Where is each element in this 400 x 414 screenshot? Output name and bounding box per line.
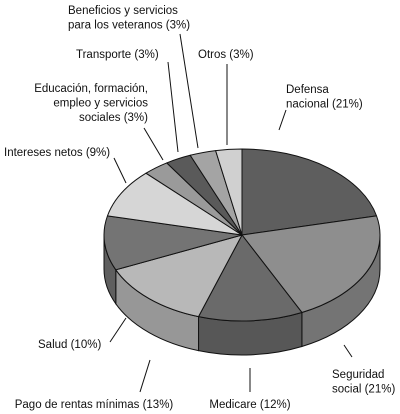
leader-line-1 — [343, 344, 353, 358]
pie-top-slices — [103, 148, 381, 322]
slice-label-line: sociales (3%) — [79, 112, 148, 124]
slice-label-line: Intereses netos (9%) — [4, 147, 110, 159]
slice-label-6: Educación, formación, empleo y servicios s… — [34, 83, 148, 124]
slice-label-5: Intereses netos (9%) — [4, 147, 110, 159]
leader-lines — [109, 33, 353, 393]
slice-label-line: Medicare (12%) — [209, 399, 290, 411]
pie-slice-1 — [241, 215, 381, 313]
leader-line-8 — [179, 33, 199, 149]
leader-line-5 — [113, 157, 127, 184]
pie-slice-9 — [215, 148, 243, 236]
pie-slice-3 — [115, 234, 243, 318]
leader-line-0 — [278, 109, 287, 131]
slice-label-7: Transporte (3%) — [76, 49, 159, 61]
slice-label-line: social (21%) — [332, 384, 395, 396]
pie-slice-0 — [241, 148, 378, 236]
leader-line-7 — [167, 61, 179, 153]
slice-label-line: Transporte (3%) — [76, 49, 159, 61]
pie-slice-2 — [198, 234, 303, 322]
leader-line-4 — [109, 317, 127, 343]
slice-label-line: Educación, formación, — [34, 83, 148, 95]
pie-slice-5 — [106, 172, 243, 236]
pie-slice-4 — [103, 215, 243, 271]
slice-label-line: nacional (21%) — [286, 99, 363, 111]
pie-sides — [103, 234, 381, 356]
slice-label-line: Beneficios y servicios — [68, 5, 178, 17]
slice-label-line: Defensa — [286, 84, 329, 96]
slice-label-9: Otros (3%) — [198, 49, 254, 61]
slice-label-4: Salud (10%) — [38, 339, 101, 351]
slice-label-8: Beneficios y servicios para los veteranos… — [68, 5, 190, 32]
slice-label-line: empleo y servicios — [53, 98, 148, 110]
slice-label-3: Pago de rentas mínimas (13%) — [15, 399, 174, 411]
slice-label-line: Salud (10%) — [38, 339, 101, 351]
slice-label-1: Seguridad social (21%) — [332, 369, 395, 396]
leader-line-6 — [143, 127, 164, 161]
slice-label-line: Otros (3%) — [198, 49, 254, 61]
slice-label-2: Medicare (12%) — [209, 399, 290, 411]
slice-label-0: Defensa nacional (21%) — [286, 84, 363, 111]
slice-label-line: Seguridad — [332, 369, 384, 381]
slice-labels: Defensa nacional (21%) Seguridad social (21… — [4, 5, 395, 411]
leader-line-3 — [139, 359, 151, 393]
slice-label-line: Pago de rentas mínimas (13%) — [15, 399, 174, 411]
slice-label-line: para los veteranos (3%) — [68, 20, 190, 32]
